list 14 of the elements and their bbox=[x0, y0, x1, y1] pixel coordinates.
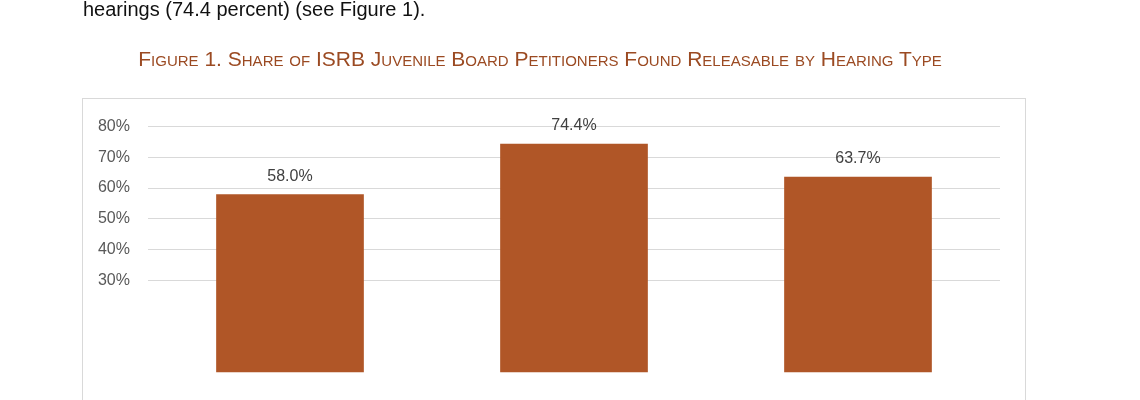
data-label: 63.7% bbox=[835, 149, 881, 167]
bar bbox=[500, 143, 648, 373]
y-tick-label: 50% bbox=[97, 209, 130, 227]
y-tick-label: 40% bbox=[97, 239, 130, 257]
bar bbox=[216, 194, 364, 373]
bar bbox=[784, 176, 932, 373]
data-label: 58.0% bbox=[267, 166, 313, 184]
y-tick-label: 60% bbox=[97, 178, 130, 196]
y-tick-label: 80% bbox=[97, 117, 130, 135]
data-label: 74.4% bbox=[551, 116, 597, 134]
y-tick-label: 70% bbox=[97, 147, 130, 165]
chart-title: Figure 1. Share of ISRB Juvenile Board Petitioners Found Releasable by Hearing Type bbox=[137, 47, 943, 71]
y-tick-label: 30% bbox=[97, 270, 130, 288]
text: hearings (74.4 percent) (see Figure 1). bbox=[83, 0, 426, 21]
